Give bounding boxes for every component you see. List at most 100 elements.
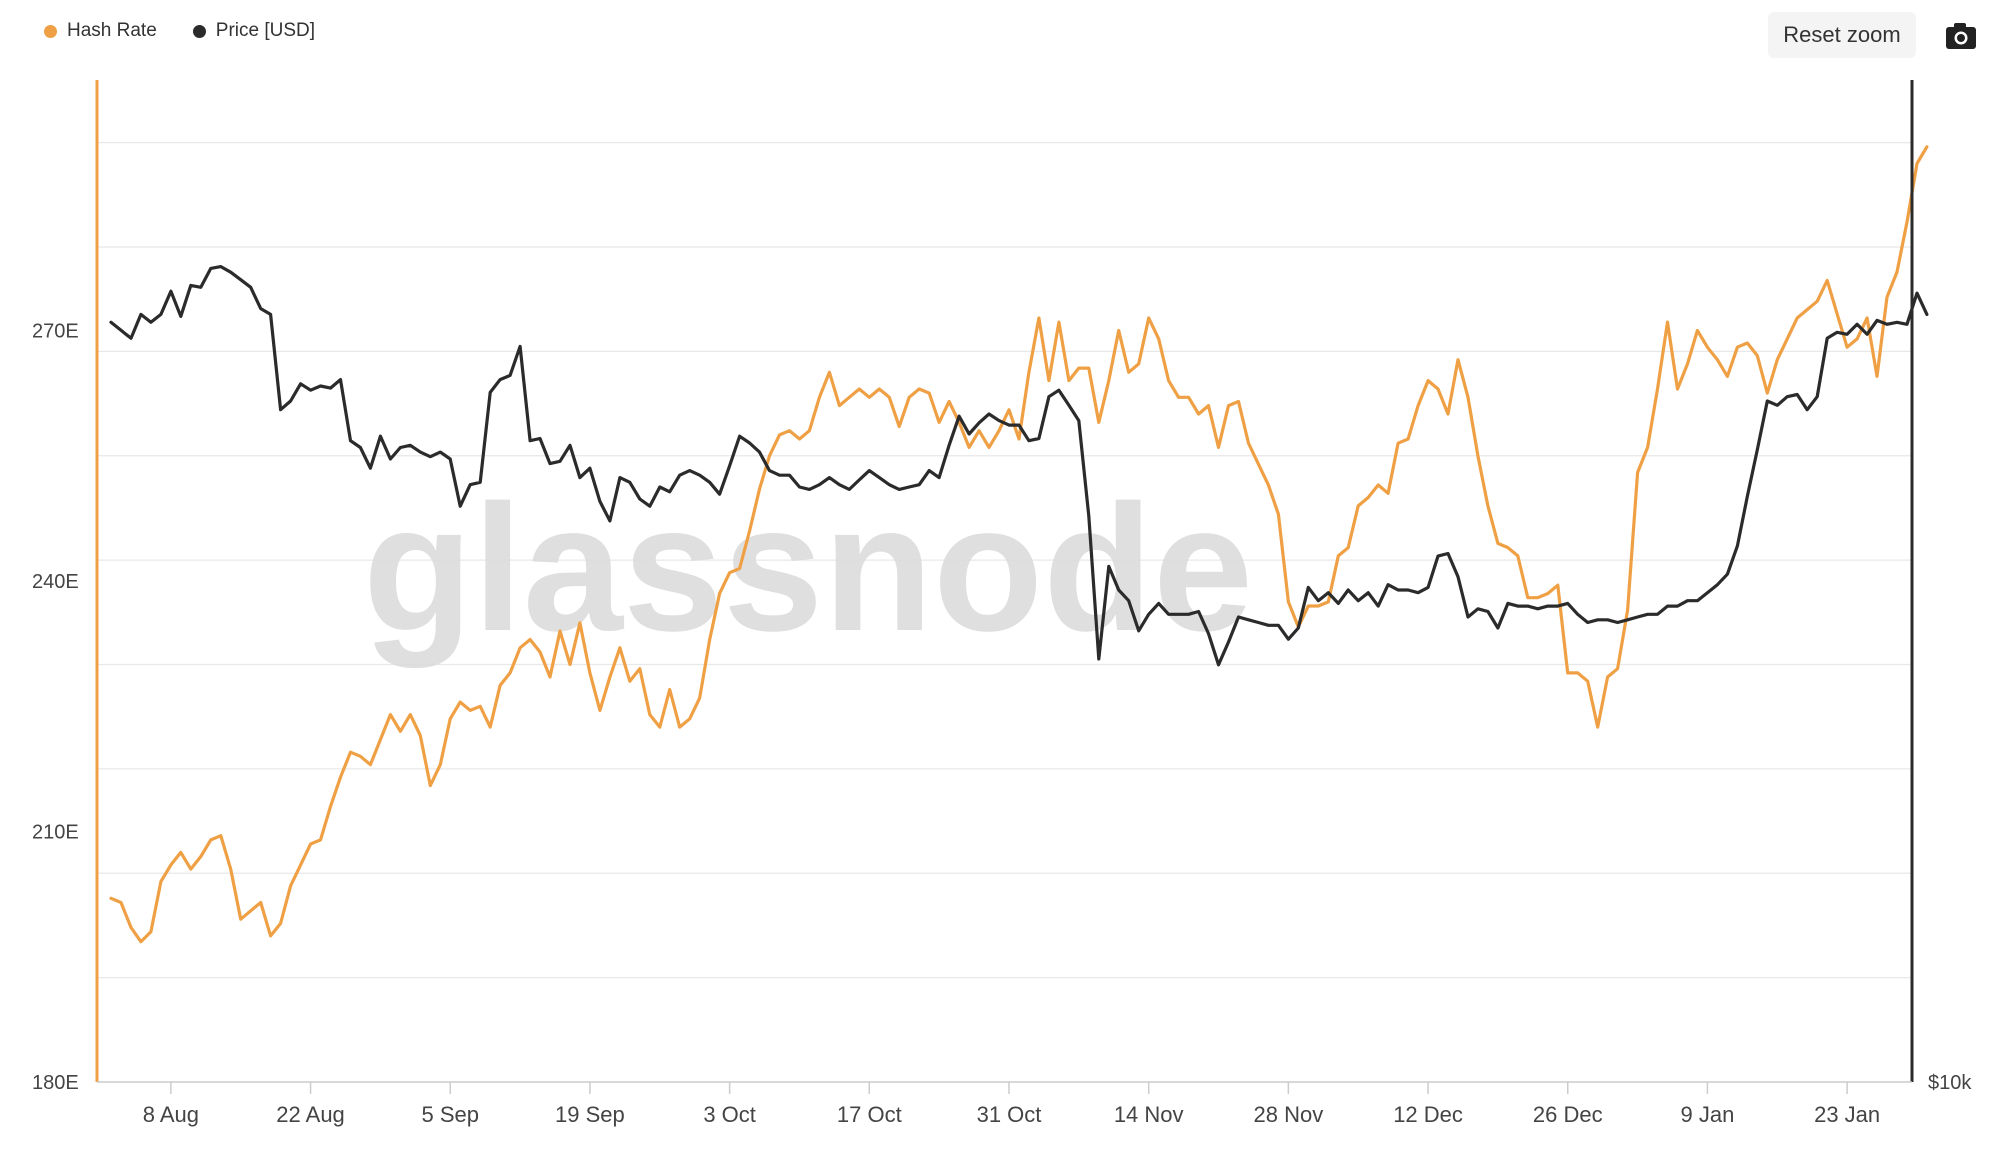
hash-rate-point [1617, 668, 1619, 670]
hash-rate-point [1277, 513, 1279, 515]
price-point [1726, 573, 1728, 575]
hash-rate-point [1457, 359, 1459, 361]
price-point [1816, 396, 1818, 398]
price-point [888, 484, 890, 486]
price-point [1307, 586, 1309, 589]
hash-rate-point [1826, 279, 1828, 281]
hash-rate-point [1387, 492, 1389, 494]
x-tick-label: 12 Dec [1393, 1102, 1463, 1127]
price-point [719, 493, 721, 495]
hash-rate-point [230, 868, 232, 870]
hash-rate-point [1926, 146, 1928, 148]
hash-rate-point [519, 647, 521, 649]
price-point [1666, 605, 1669, 607]
hash-rate-point [300, 864, 302, 866]
hash-rate-point [1008, 409, 1010, 411]
price-point [130, 337, 132, 339]
hash-rate-point [260, 901, 262, 904]
price-point [1926, 313, 1928, 315]
reset-zoom-button[interactable]: Reset zoom [1768, 12, 1916, 58]
hash-rate-point [1886, 296, 1888, 298]
hash-rate-point [210, 839, 212, 841]
price-point [519, 345, 521, 347]
hash-rate-point [1527, 597, 1529, 599]
hash-rate-point [1836, 313, 1838, 315]
price-point [1257, 621, 1259, 624]
hash-rate-point [369, 764, 371, 766]
price-point [469, 484, 471, 486]
price-point [260, 308, 262, 310]
hash-rate-point [160, 881, 162, 883]
price-point [1377, 605, 1379, 607]
price-point [1527, 605, 1529, 607]
price-point [1447, 552, 1449, 555]
hash-rate-point [429, 785, 431, 787]
hash-rate-point [1098, 421, 1100, 423]
hash-rate-point [808, 430, 811, 432]
price-point [1437, 555, 1439, 557]
price-point [459, 505, 461, 507]
price-point [1607, 619, 1609, 621]
price-point [1896, 321, 1898, 323]
price-point [399, 446, 401, 449]
price-point [1038, 437, 1040, 440]
hash-rate-point [978, 430, 980, 432]
hash-rate-legend-marker [44, 24, 57, 38]
hash-rate-point [679, 726, 681, 728]
hash-rate-point [1577, 672, 1579, 674]
price-point [649, 505, 651, 507]
price-points [110, 266, 1928, 666]
hash-rate-point [1028, 371, 1030, 373]
price-point [1627, 619, 1629, 621]
hash-rate-point [1906, 221, 1908, 223]
price-point [1387, 584, 1389, 586]
price-point [798, 486, 801, 488]
hash-rate-point [409, 714, 411, 716]
hash-rate-point [1357, 505, 1359, 507]
price-point [1557, 605, 1559, 607]
price-point [1756, 449, 1758, 451]
hash-rate-point [359, 755, 361, 757]
hash-rate-point [798, 438, 801, 440]
hash-rate-point [1367, 496, 1369, 499]
price-point [669, 491, 671, 493]
hash-rate-point [758, 488, 761, 490]
price-point [778, 474, 781, 476]
x-tick-label: 26 Dec [1533, 1102, 1603, 1127]
hash-rate-point [669, 688, 671, 691]
price-point [1088, 515, 1090, 517]
price-point [958, 415, 960, 417]
price-point [619, 477, 621, 479]
hash-rate-point [1247, 442, 1250, 444]
price-point [1407, 589, 1409, 591]
hash-rate-point [1796, 317, 1798, 319]
price-point [120, 329, 122, 331]
price-point [1796, 393, 1798, 396]
x-tick-label: 9 Jan [1681, 1102, 1735, 1127]
price-point [1417, 592, 1419, 594]
price-point [1487, 610, 1489, 613]
price-point [1916, 292, 1918, 294]
price-point [1637, 616, 1639, 618]
camera-icon[interactable] [1940, 18, 1980, 54]
hash-rate-point [828, 371, 831, 373]
legend-item-hash-rate[interactable]: Hash Rate [44, 20, 157, 42]
price-point [1517, 605, 1519, 607]
price-point [978, 422, 980, 424]
price-point [1617, 621, 1619, 624]
price-point [1078, 420, 1080, 422]
price-point [489, 391, 491, 393]
price-point [419, 451, 421, 453]
hash-rate-point [459, 701, 461, 703]
hash-rate-point [1597, 726, 1599, 728]
hash-rate-point [1257, 463, 1259, 465]
hash-rate-point [1018, 438, 1020, 440]
hash-rate-point [489, 726, 491, 728]
hash-rate-point [1108, 380, 1110, 382]
hash-rate-point [1267, 484, 1269, 486]
hash-rate-point [918, 388, 920, 390]
hash-rate-point [469, 709, 471, 712]
price-point [1866, 333, 1868, 335]
legend-item-price[interactable]: Price [USD] [192, 20, 315, 42]
hash-rate-point [1217, 446, 1220, 448]
